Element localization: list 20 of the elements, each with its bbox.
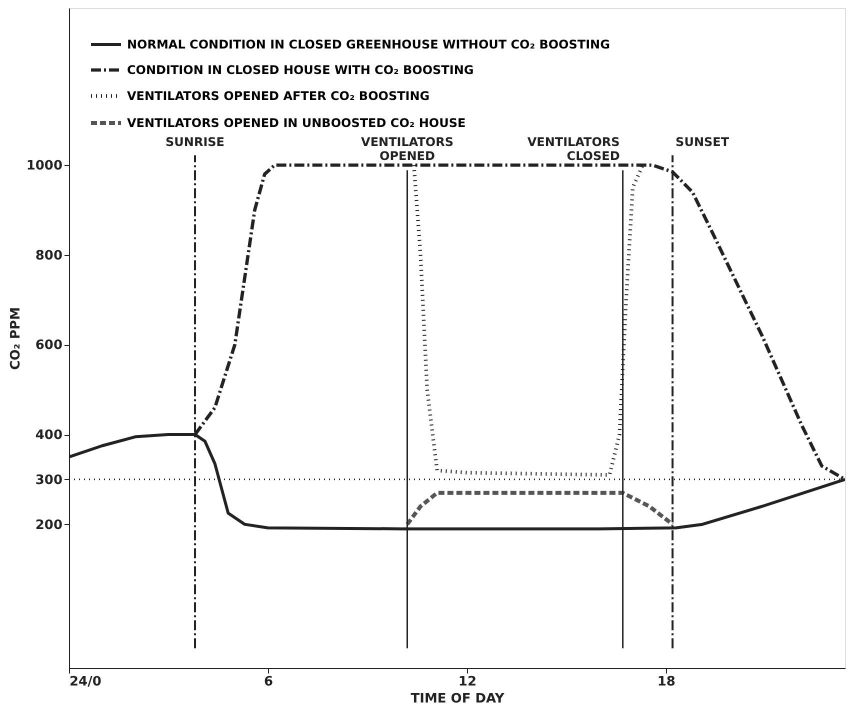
- x-tick-label: 12: [458, 674, 476, 690]
- ref-line-label: VENTILATORS OPENED: [361, 135, 454, 164]
- y-tick-label: 800: [35, 248, 62, 264]
- y-axis-title: CO₂ PPM: [8, 307, 24, 370]
- y-tick-label: 400: [35, 428, 62, 444]
- legend-label: NORMAL CONDITION IN CLOSED GREENHOUSE WITHOUT CO₂ BOOSTING: [127, 38, 610, 52]
- y-tick-label: 300: [35, 472, 62, 488]
- legend-label: VENTILATORS OPENED IN UNBOOSTED CO₂ HOUSE: [127, 116, 466, 130]
- x-tick-label: 6: [264, 674, 273, 690]
- y-tick-label: 1000: [26, 158, 62, 174]
- x-axis-title: TIME OF DAY: [410, 692, 505, 706]
- ref-line-label: VENTILATORS CLOSED: [527, 135, 620, 164]
- x-tick-label: 24/0: [70, 674, 102, 690]
- x-tick-label: 18: [657, 674, 676, 690]
- y-tick-label: 600: [35, 338, 62, 354]
- legend-label: CONDITION IN CLOSED HOUSE WITH CO₂ BOOSTING: [127, 63, 474, 77]
- y-tick-label: 200: [35, 518, 62, 533]
- ref-line-label: SUNRISE: [166, 135, 225, 150]
- legend-label: VENTILATORS OPENED AFTER CO₂ BOOSTING: [127, 89, 430, 103]
- ref-line-label: SUNSET: [676, 135, 730, 150]
